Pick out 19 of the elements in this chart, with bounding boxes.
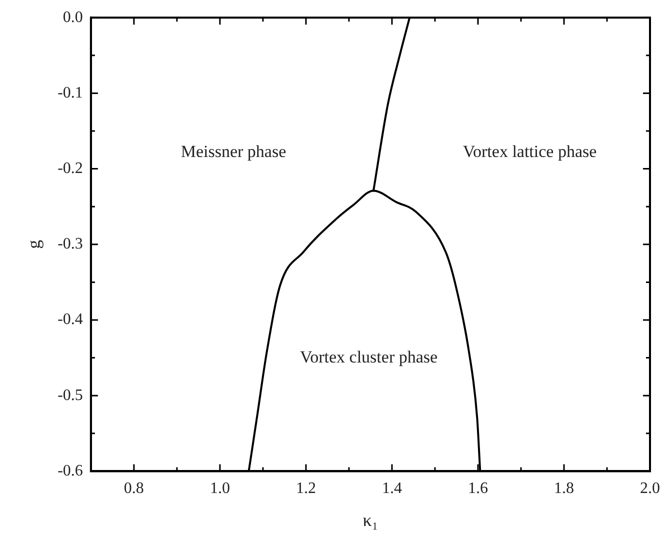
annotation: Vortex cluster phase	[300, 347, 438, 366]
y-tick-label: -0.3	[58, 236, 83, 253]
x-axis-title: κ₁	[362, 510, 378, 530]
x-tick-label: 0.8	[124, 480, 144, 498]
annotation: Vortex lattice phase	[462, 142, 597, 161]
x-tick-label: 1.6	[468, 480, 488, 498]
y-tick-label: -0.6	[58, 462, 83, 480]
x-tick-label: 1.8	[554, 480, 574, 498]
annotation: Meissner phase	[180, 142, 286, 161]
y-axis-title: g	[24, 240, 44, 249]
y-tick-label: -0.2	[58, 160, 83, 178]
text: 2.0	[640, 480, 660, 498]
text: 1.0	[210, 480, 230, 498]
x-tick-label: 1.2	[296, 480, 316, 498]
y-tick-label: -0.5	[58, 386, 83, 404]
x-tick-label: 1.4	[382, 480, 402, 498]
y-tick-label: -0.1	[58, 84, 83, 102]
y-tick-label: -0.4	[58, 311, 83, 328]
text: 0.0	[62, 8, 83, 26]
